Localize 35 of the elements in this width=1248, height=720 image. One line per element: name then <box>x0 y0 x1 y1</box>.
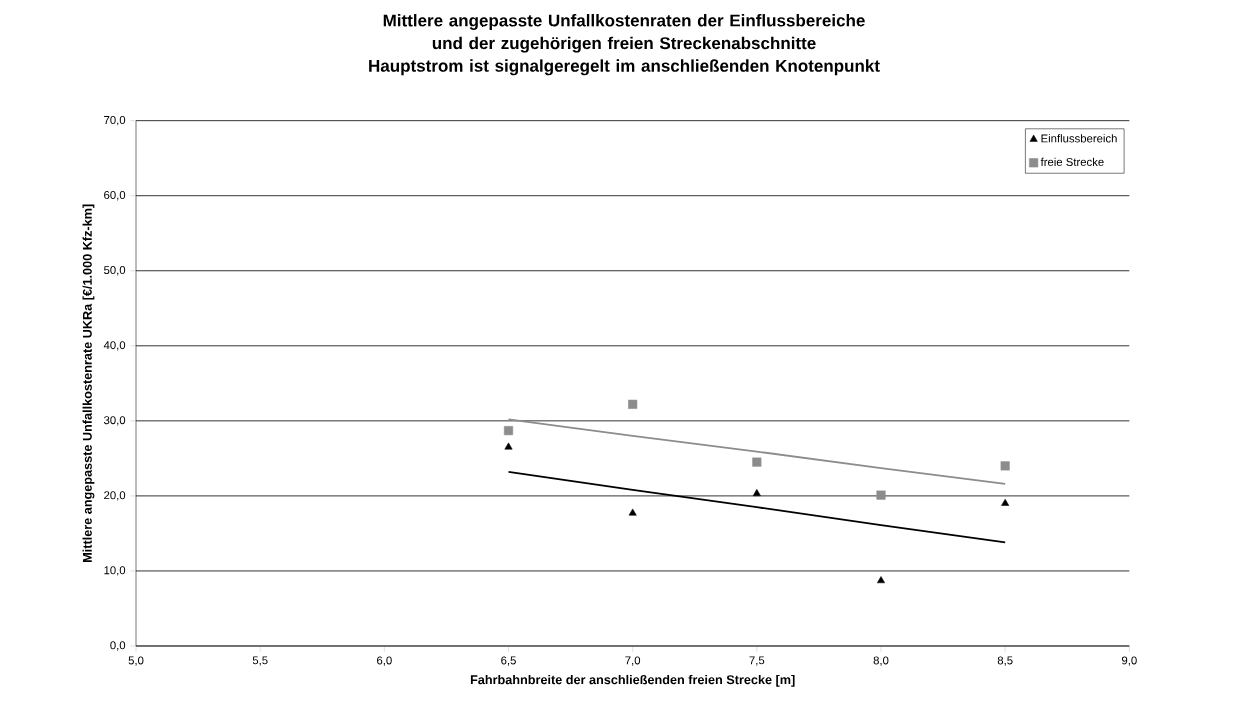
x-tick-label: 8,5 <box>997 656 1013 666</box>
y-tick-label: 40,0 <box>103 341 126 351</box>
x-tick-label: 7,5 <box>749 656 765 666</box>
x-tick-label: 6,5 <box>501 656 516 666</box>
point <box>1000 461 1010 471</box>
y-tick-label: 10,0 <box>104 566 126 576</box>
point <box>876 490 886 500</box>
x-tick-label: 8,0 <box>873 656 889 666</box>
point <box>628 508 637 516</box>
legend-label: Einflussbereich <box>1041 134 1117 143</box>
y-tick-label: 60,0 <box>104 191 126 201</box>
x-tick-label: 6,0 <box>377 656 392 666</box>
point <box>752 489 761 497</box>
point <box>504 442 513 450</box>
point <box>503 426 514 436</box>
x-tick-label: 5,0 <box>128 656 144 666</box>
y-tick-label: 30,0 <box>103 416 126 426</box>
x-tick-label: 7,0 <box>625 656 641 666</box>
y-axis-title: Mittlere angepasste Unfallkostenrate UKRa [€/1.000 Kfz-km] <box>82 204 95 562</box>
x-tick-label: 5,5 <box>252 656 268 666</box>
point <box>877 576 885 584</box>
chart-subtitle: Hauptstrom ist signalgeregelt im anschließenden Knotenpunkt <box>369 59 880 76</box>
point <box>752 457 762 467</box>
legend-label: freie Strecke <box>1040 157 1104 166</box>
y-tick-label: 20,0 <box>104 491 126 501</box>
line-series <box>507 470 1007 544</box>
x-axis-title: Fahrbahnbreite der anschließenden freien Strecke [m] <box>470 674 795 687</box>
line-series <box>507 418 1007 485</box>
y-tick-label: 70,0 <box>104 115 126 126</box>
chart-title: Mittlere angepasste Unfallkostenraten der Einflussbereiche und der zugehörigen freien Streckenabschnitte <box>383 14 865 53</box>
y-tick-label: 50,0 <box>104 266 126 276</box>
y-tick-label: 0,0 <box>110 641 126 651</box>
x-tick-label: 9,0 <box>1121 656 1137 666</box>
point <box>1001 498 1010 506</box>
point <box>628 399 638 409</box>
